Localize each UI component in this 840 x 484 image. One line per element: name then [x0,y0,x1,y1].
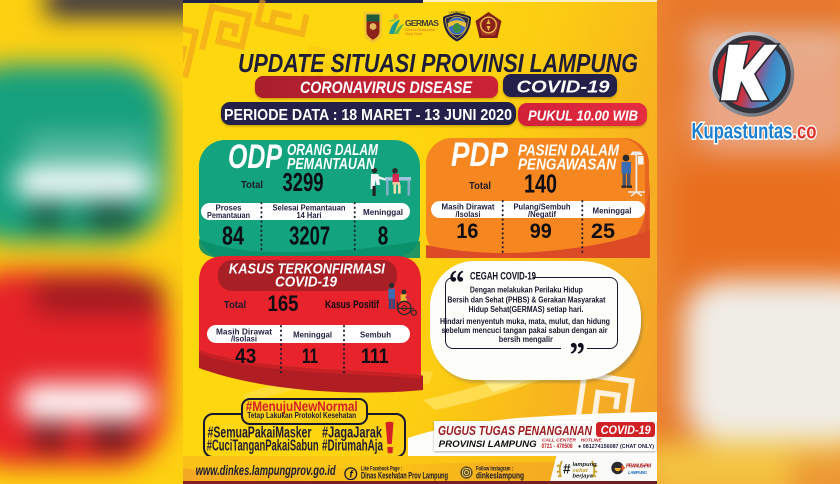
svg-text:Kupastuntas.co: Kupastuntas.co [692,119,817,144]
svg-text:PEMANTAUAN: PEMANTAUAN [287,156,376,173]
svg-text:PROVINSI LAMPUNG: PROVINSI LAMPUNG [439,439,538,450]
svg-text:140: 140 [524,171,557,199]
svg-text:f: f [349,469,354,480]
svg-text:#SemuaPakaiMasker: #SemuaPakaiMasker [208,425,312,442]
svg-text:Meninggal: Meninggal [293,331,332,340]
svg-text:/Negatif: /Negatif [528,210,556,219]
svg-text:Pemantauan: Pemantauan [207,211,250,220]
svg-text:/Isolasi: /Isolasi [231,335,257,344]
svg-text:www.dinkes.lampungprov.go.id: www.dinkes.lampungprov.go.id [196,463,337,478]
svg-text:99: 99 [530,219,552,243]
svg-text:LAMPUNG: LAMPUNG [628,470,648,475]
svg-text:43: 43 [235,344,256,368]
svg-text:ODP: ODP [228,138,282,176]
svg-text:16: 16 [456,219,478,243]
svg-text:Meninggal: Meninggal [363,208,403,217]
svg-text:HOTLINE: HOTLINE [581,438,603,444]
svg-text:Follow Instagram :: Follow Instagram : [476,467,513,473]
svg-text:PASIEN DALAM: PASIEN DALAM [518,143,620,160]
svg-text:ORANG DALAM: ORANG DALAM [287,142,379,159]
svg-text:Masih Dirawat: Masih Dirawat [442,203,495,212]
svg-text:GUGUS TUGAS PENANGANAN: GUGUS TUGAS PENANGANAN [438,423,592,438]
svg-text:0721 - 470508: 0721 - 470508 [542,443,573,450]
svg-text:8: 8 [378,223,389,251]
svg-text:3207: 3207 [289,223,330,251]
svg-text:Masih Dirawat: Masih Dirawat [216,328,272,337]
svg-text:Hidup Sehat: Hidup Sehat [405,32,422,36]
svg-text:UPDATE SITUASI PROVINSI LAMPUN: UPDATE SITUASI PROVINSI LAMPUNG [238,48,638,78]
svg-text:Total: Total [469,180,491,192]
svg-text:Dinas Kesehatan Prov Lampung: Dinas Kesehatan Prov Lampung [361,471,448,481]
svg-text:Pulang/Sembuh: Pulang/Sembuh [514,203,571,212]
svg-text:Bersih dan Sehat (PHBS) & Gera: Bersih dan Sehat (PHBS) & Gerakan Masyar… [447,296,605,305]
svg-text:Gerakan Masyarakat: Gerakan Masyarakat [405,28,435,32]
svg-text:#JagaJarak: #JagaJarak [322,425,382,442]
svg-text:PERIODE DATA : 18 MARET - 13 J: PERIODE DATA : 18 MARET - 13 JUNI 2020 [224,107,512,124]
svg-text:● 081274156087 (CHAT ONLY): ● 081274156087 (CHAT ONLY) [578,444,654,450]
svg-text:CEGAH COVID-19: CEGAH COVID-19 [470,271,536,283]
svg-text:sebelum mencuci tangan pakai s: sebelum mencuci tangan pakai sabun denga… [442,326,608,335]
svg-text:Like Facebook Page :: Like Facebook Page : [361,467,402,473]
svg-text:Tetap Lakukan Protokol Kesehat: Tetap Lakukan Protokol Kesehatan [247,411,356,420]
svg-text:Meninggal: Meninggal [593,207,632,216]
svg-text:CALL CENTER: CALL CENTER [542,438,577,444]
svg-text:berjaya: berjaya [573,473,594,479]
svg-text:14 Hari: 14 Hari [297,211,322,220]
svg-text:#CuciTanganPakaiSabun: #CuciTanganPakaiSabun [207,438,319,455]
svg-text:Kasus Positif: Kasus Positif [325,299,379,311]
svg-text:COVID-19: COVID-19 [517,77,610,97]
svg-text:111: 111 [361,344,389,368]
svg-text:Hidup Sehat(GERMAS) setiap har: Hidup Sehat(GERMAS) setiap hari. [469,305,584,314]
svg-text:CORONAVIRUS DISEASE: CORONAVIRUS DISEASE [300,78,473,97]
svg-text:/Isolasi: /Isolasi [456,210,481,219]
svg-text:GERMAS: GERMAS [405,18,439,28]
svg-text:dinkeslampung: dinkeslampung [476,471,524,481]
svg-text:COVID-19: COVID-19 [601,423,651,437]
svg-text:25: 25 [591,219,615,243]
svg-text:Proses: Proses [216,204,243,213]
svg-text:#: # [563,461,571,476]
svg-text:PENGAWASAN: PENGAWASAN [518,157,617,174]
svg-text:PUKUL 10.00 WIB: PUKUL 10.00 WIB [528,109,638,125]
svg-text:bersih mengalir: bersih mengalir [499,335,553,344]
svg-text:Total: Total [224,299,247,311]
svg-text:Selesai Pemantauan: Selesai Pemantauan [273,204,346,213]
svg-text:Total: Total [241,179,263,191]
svg-text:sehat: sehat [573,467,589,473]
svg-text:165: 165 [268,291,299,316]
svg-text:3299: 3299 [283,169,324,197]
svg-text:COVID-19: COVID-19 [275,274,338,291]
svg-text:Sembuh: Sembuh [360,331,391,340]
svg-text:#DirumahAja: #DirumahAja [322,438,383,455]
svg-text:Hindari menyentuh muka, mata,: Hindari menyentuh muka, mata, mulut, dan… [440,317,610,326]
svg-text:lampung: lampung [573,462,598,468]
svg-text:PRANUS•PM: PRANUS•PM [626,464,652,470]
svg-text:KASUS TERKONFIRMASI: KASUS TERKONFIRMASI [229,261,386,278]
svg-text:#MenujuNewNormal: #MenujuNewNormal [246,399,358,414]
svg-text:11: 11 [302,344,318,368]
svg-text:Dengan melakukan Perilaku Hidu: Dengan melakukan Perilaku Hidup [470,286,583,295]
svg-text:PDP: PDP [451,136,508,174]
svg-text:84: 84 [222,223,245,251]
